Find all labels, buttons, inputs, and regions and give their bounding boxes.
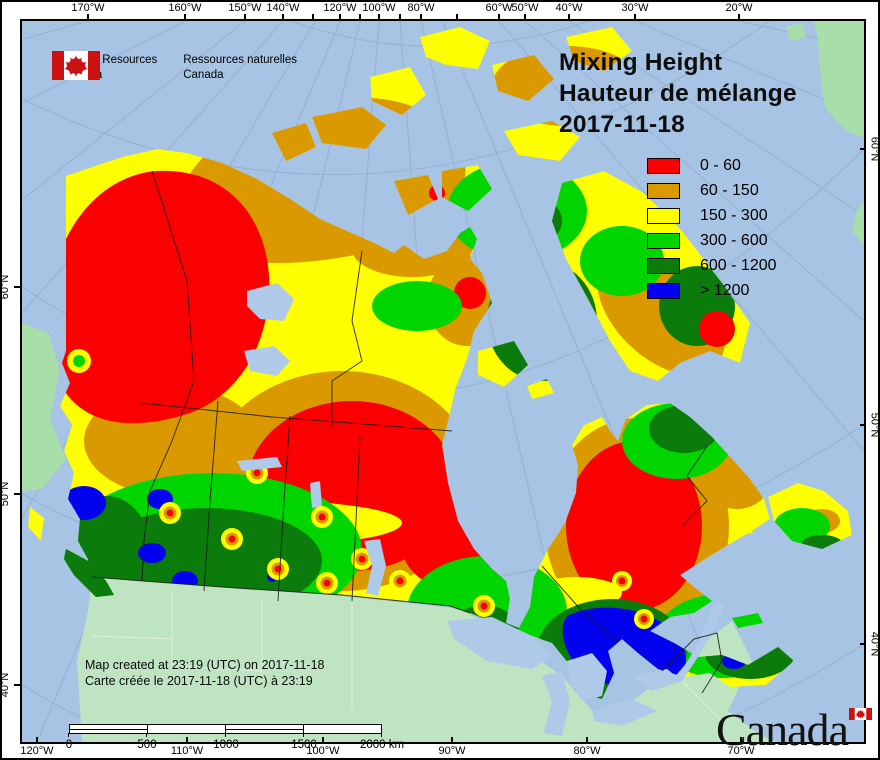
us-land-layer <box>77 577 777 742</box>
foreign-land-layer <box>22 21 864 491</box>
legend-swatch <box>647 232 680 249</box>
legend-item: 600 - 1200 <box>647 253 777 278</box>
legend: 0 - 60 60 - 150 150 - 300 300 - 600 600 … <box>647 153 777 303</box>
legend-item: 60 - 150 <box>647 178 777 203</box>
map-frame: Natural Resources Canada Ressources natu… <box>20 19 872 753</box>
legend-item: 0 - 60 <box>647 153 777 178</box>
legend-swatch <box>647 182 680 199</box>
legend-swatch <box>647 207 680 224</box>
title-date: 2017-11-18 <box>559 111 685 138</box>
canada-wordmark: Canada <box>716 707 872 753</box>
agency-name-fr: Ressources naturelles Canada <box>183 54 298 81</box>
legend-label: 60 - 150 <box>700 181 759 199</box>
legend-label: 300 - 600 <box>700 231 768 249</box>
title-line-fr: Hauteur de mélange <box>559 80 797 107</box>
canada-map <box>22 21 864 742</box>
legend-label: 0 - 60 <box>700 156 741 174</box>
creation-note: Map created at 23:19 (UTC) on 2017-11-18… <box>85 657 324 689</box>
legend-label: 600 - 1200 <box>700 256 777 274</box>
scale-bar: 0 500 1000 1500 2000 km <box>66 724 404 751</box>
wordmark-flag-icon <box>849 708 872 720</box>
bullseye-spots <box>67 349 654 629</box>
map-title: Mixing Height Hauteur de mélange 2017-11… <box>559 47 797 140</box>
lakes-layer <box>237 283 724 736</box>
legend-swatch <box>647 157 680 174</box>
legend-item: > 1200 <box>647 278 777 303</box>
legend-label: 150 - 300 <box>700 206 768 224</box>
legend-label: > 1200 <box>700 281 750 299</box>
canada-flag-icon <box>52 51 100 80</box>
agency-signature: Natural Resources Canada Ressources natu… <box>52 51 323 83</box>
legend-swatch <box>647 282 680 299</box>
creation-note-en: Map created at 23:19 (UTC) on 2017-11-18 <box>85 658 325 672</box>
legend-item: 150 - 300 <box>647 203 777 228</box>
legend-item: 300 - 600 <box>647 228 777 253</box>
creation-note-fr: Carte créée le 2017-11-18 (UTC) à 23:19 <box>85 674 313 688</box>
borders-layer <box>91 170 723 694</box>
title-line-en: Mixing Height <box>559 49 723 76</box>
legend-swatch <box>647 257 680 274</box>
